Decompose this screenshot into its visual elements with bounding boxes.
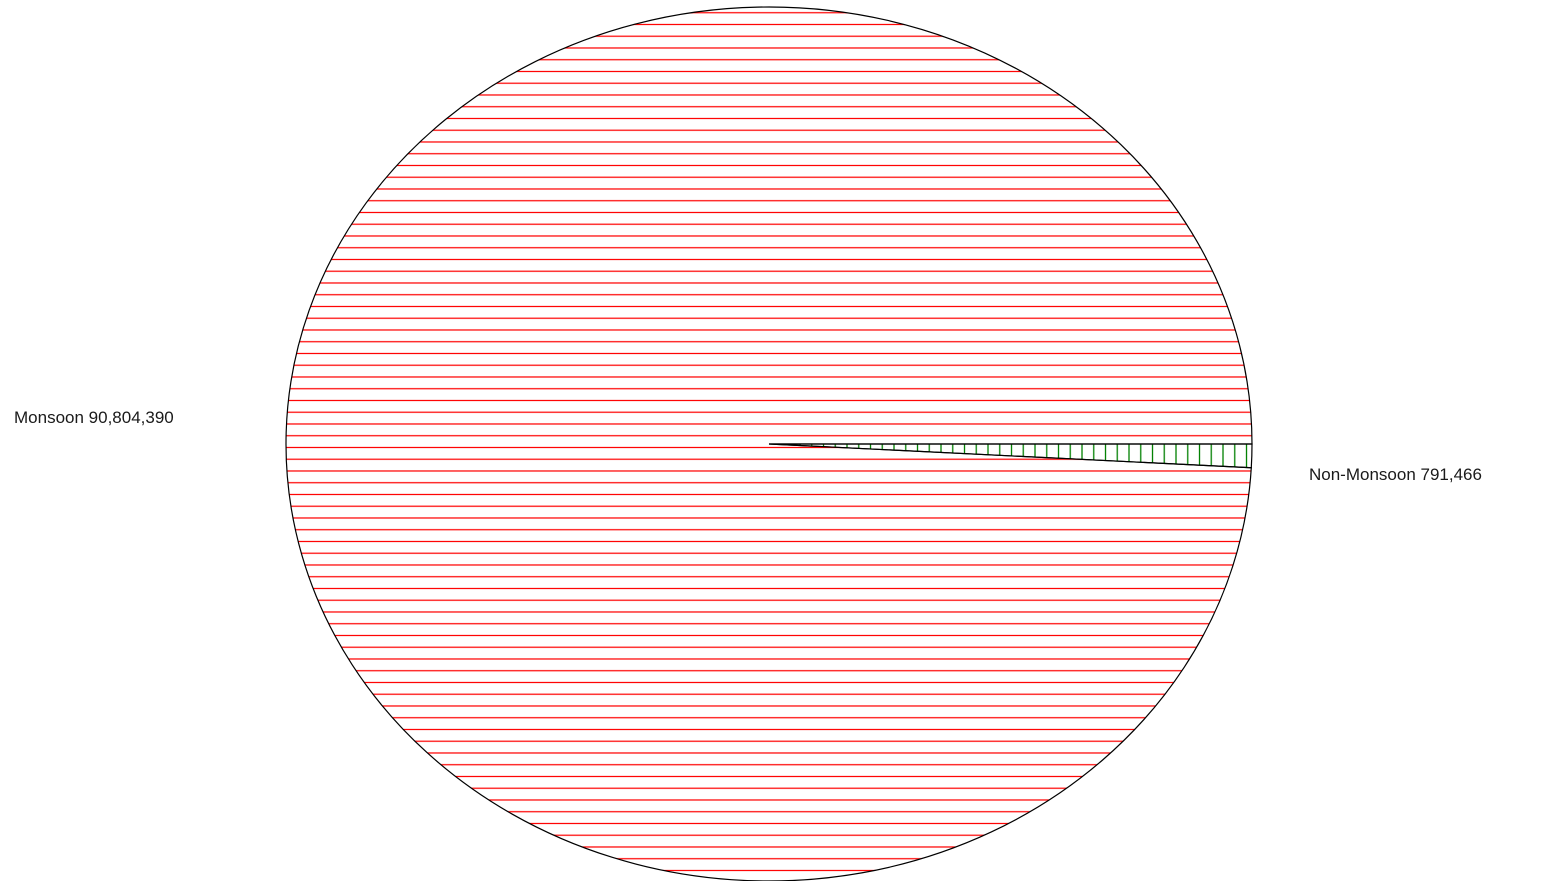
pie-slices (285, 6, 1253, 881)
pie-slice-monsoon (285, 6, 1253, 881)
slice-label-non-monsoon: Non-Monsoon 791,466 (1309, 465, 1482, 484)
slice-label-monsoon: Monsoon 90,804,390 (14, 408, 174, 427)
pie-labels: Monsoon 90,804,390 Non-Monsoon 791,466 (14, 408, 1482, 484)
